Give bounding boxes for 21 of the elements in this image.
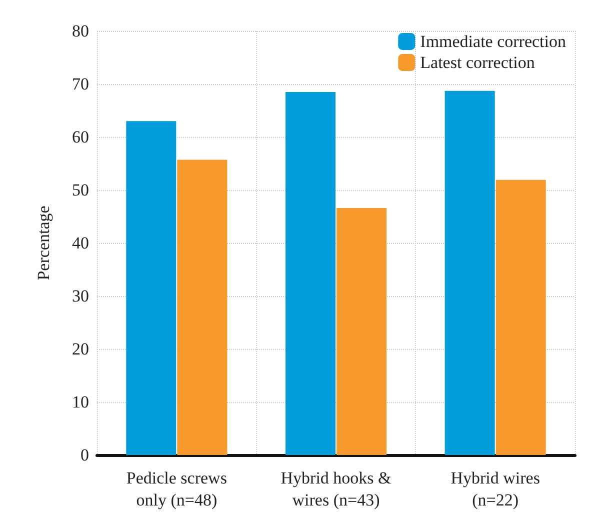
y-tick-label: 20 (72, 340, 89, 358)
x-tick-label: Hybrid hooks & wires (n=43) (280, 468, 392, 510)
bar (444, 90, 495, 455)
y-tick-label: 30 (72, 286, 89, 306)
y-tick-label: 70 (72, 74, 89, 94)
y-tick-label: 50 (72, 180, 89, 200)
y-tick-label: 60 (72, 128, 89, 146)
y-tick-label: 80 (72, 22, 89, 40)
bar (286, 92, 336, 455)
x-tick-label: Pedicle screws only (n=48) (126, 468, 227, 510)
y-axis-title: Percentage (34, 206, 53, 280)
bar (126, 121, 176, 455)
y-tick-label: 0 (80, 446, 89, 464)
y-tick-label: 10 (72, 392, 89, 412)
bar (496, 180, 546, 455)
bar (336, 208, 386, 455)
legend-label: Latest correction (420, 53, 536, 72)
y-tick-label: 40 (72, 234, 89, 252)
legend-label: Immediate correction (420, 32, 566, 51)
bar (177, 160, 228, 455)
x-tick-label: Hybrid wires (n=22) (450, 468, 540, 510)
